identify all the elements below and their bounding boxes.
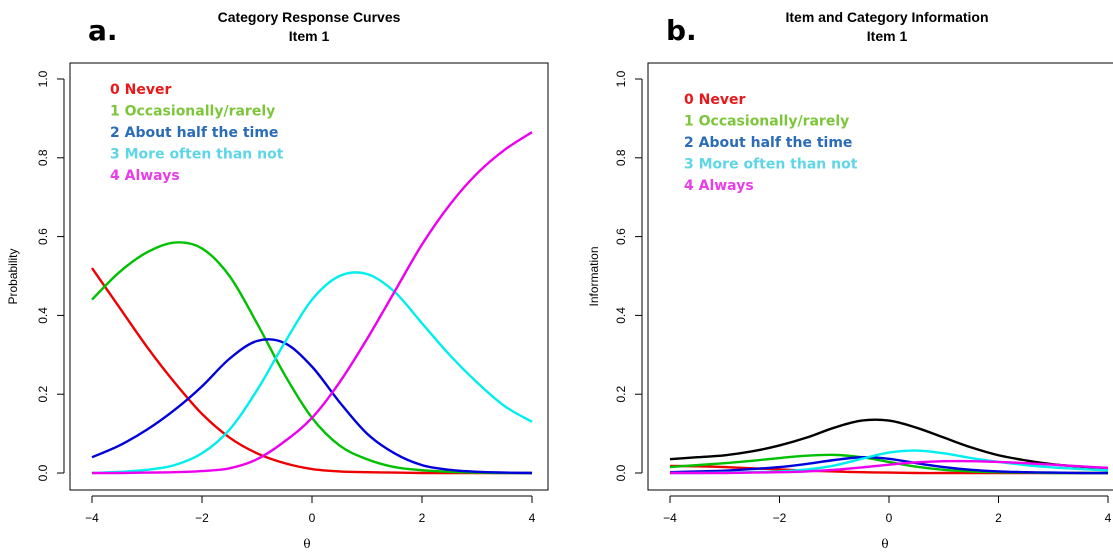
x-tick-label: −4: [663, 511, 677, 525]
panel-letter: b.: [666, 14, 697, 47]
chart-title: Category Response Curves: [218, 9, 401, 25]
y-tick-label: 0.8: [614, 149, 628, 166]
legend-entry-4: 4 Always: [684, 178, 754, 194]
chart-subtitle: Item 1: [289, 28, 330, 44]
y-tick-label: 0.4: [36, 307, 50, 324]
panel-letter: a.: [88, 14, 118, 47]
x-tick-label: −2: [195, 511, 209, 525]
y-tick-label: 1.0: [36, 70, 50, 87]
legend-entry-3: 3 More often than not: [684, 157, 858, 173]
x-tick-label: 2: [995, 511, 1002, 525]
legend-entry-0: 0 Never: [684, 92, 745, 108]
series-line-2: [92, 339, 532, 473]
x-tick-label: 2: [419, 511, 426, 525]
x-axis-label: θ: [303, 537, 310, 551]
legend-entry-1: 1 Occasionally/rarely: [110, 104, 275, 120]
y-axis-label: Information: [587, 246, 601, 306]
y-tick-label: 0.2: [36, 386, 50, 403]
y-tick-label: 0.0: [614, 464, 628, 481]
chart-subtitle: Item 1: [867, 28, 908, 44]
y-tick-label: 0.2: [614, 386, 628, 403]
y-tick-label: 0.0: [36, 464, 50, 481]
y-tick-label: 0.4: [614, 307, 628, 324]
chart-panel-b: b. Item and Category Information Item 1 −4 −…: [587, 9, 1113, 551]
legend-entry-0: 0 Never: [110, 82, 171, 98]
x-axis-label: θ: [881, 537, 888, 551]
x-tick-label: 4: [1105, 511, 1112, 525]
legend-entry-3: 3 More often than not: [110, 147, 284, 163]
series-line-1: [92, 242, 532, 473]
x-tick-label: 0: [309, 511, 316, 525]
chart-panel-a: a. Category Response Curves Item 1 −4 −2 0 2 4 0…: [6, 9, 548, 551]
chart-title: Item and Category Information: [785, 9, 988, 25]
y-axis-label: Probability: [6, 248, 20, 304]
legend-entry-1: 1 Occasionally/rarely: [684, 114, 849, 130]
y-tick-label: 0.8: [36, 149, 50, 166]
x-tick-label: 0: [886, 511, 893, 525]
legend-entry-2: 2 About half the time: [110, 125, 278, 141]
x-tick-label: −2: [773, 511, 787, 525]
y-tick-label: 0.6: [36, 228, 50, 245]
y-tick-label: 1.0: [614, 70, 628, 87]
legend-entry-2: 2 About half the time: [684, 135, 852, 151]
x-tick-label: 4: [529, 511, 536, 525]
y-tick-label: 0.6: [614, 228, 628, 245]
series-group: [670, 420, 1108, 473]
x-tick-label: −4: [85, 511, 99, 525]
series-line-3: [92, 272, 532, 473]
legend-entry-4: 4 Always: [110, 168, 180, 184]
